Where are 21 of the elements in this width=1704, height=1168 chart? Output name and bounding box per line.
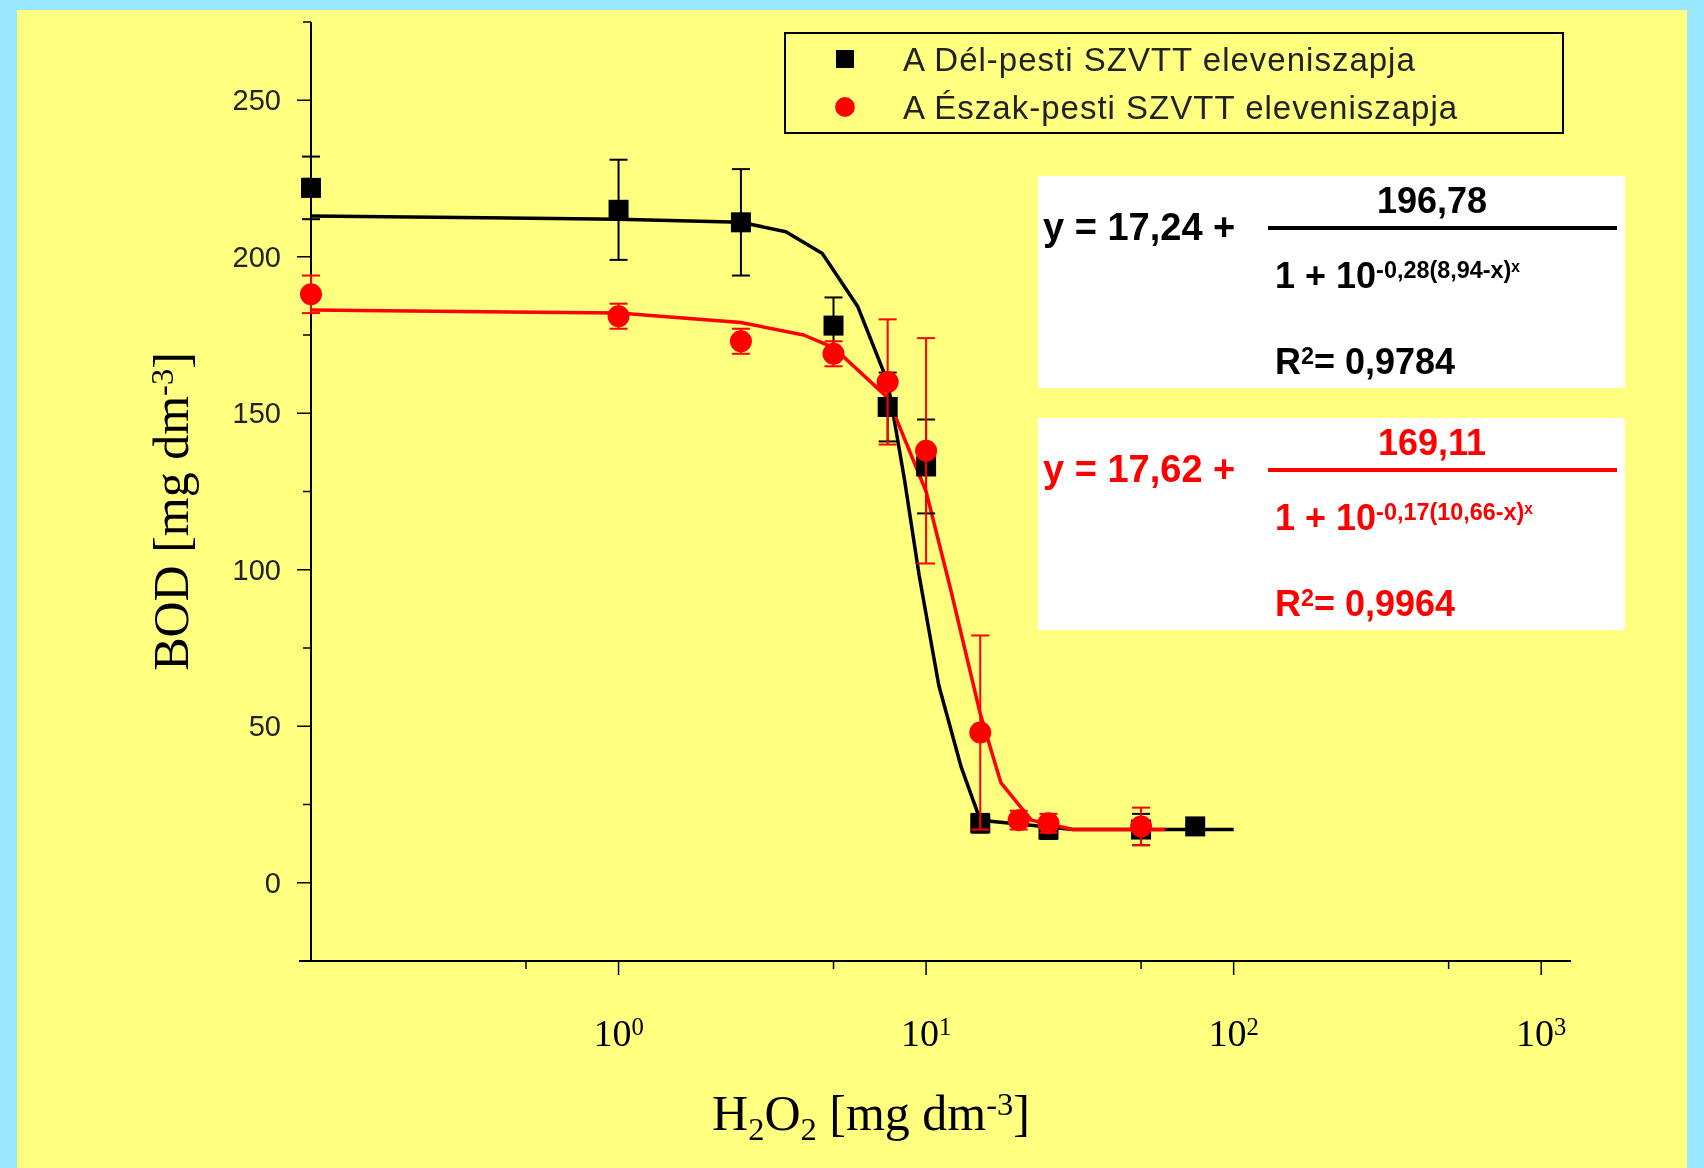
y-tick-label: 0 bbox=[264, 866, 281, 899]
y-tick-label: 50 bbox=[248, 710, 281, 743]
legend-label: A Észak-pesti SZVTT eleveniszapja bbox=[903, 88, 1459, 126]
annotation: 1 + 10$^{-0,28(8,94-x)ˣ}$ bbox=[1275, 255, 1521, 296]
x-tick-label: 10$^{0}$ bbox=[593, 1012, 644, 1054]
annotation: R$^{2}$= 0,9784 bbox=[1274, 341, 1456, 382]
x-tick-label: 10$^{1}$ bbox=[900, 1012, 952, 1054]
y-tick-label: 200 bbox=[232, 240, 281, 273]
x-axis-title: H$_{2}$O$_{2}$ [mg dm$^{-3}$] bbox=[712, 1085, 1030, 1147]
y-tick-label: 100 bbox=[232, 553, 281, 586]
x-tick-label: 10$^{3}$ bbox=[1516, 1012, 1567, 1054]
annotation: y = 17,62 + bbox=[1043, 448, 1236, 490]
annotation: y = 17,24 + bbox=[1043, 206, 1236, 248]
legend-label: A Dél-pesti SZVTT eleveniszapja bbox=[903, 40, 1416, 78]
y-tick-label: 150 bbox=[232, 397, 281, 430]
y-tick-label: 250 bbox=[232, 84, 281, 117]
annotation: 1 + 10$^{-0,17(10,66-x)ˣ}$ bbox=[1275, 497, 1534, 538]
annotation: 196,78 bbox=[1376, 180, 1488, 221]
annotation: R$^{2}$= 0,9964 bbox=[1274, 583, 1456, 624]
x-tick-label: 10$^{2}$ bbox=[1208, 1012, 1259, 1054]
annotation: 169,11 bbox=[1377, 422, 1487, 463]
